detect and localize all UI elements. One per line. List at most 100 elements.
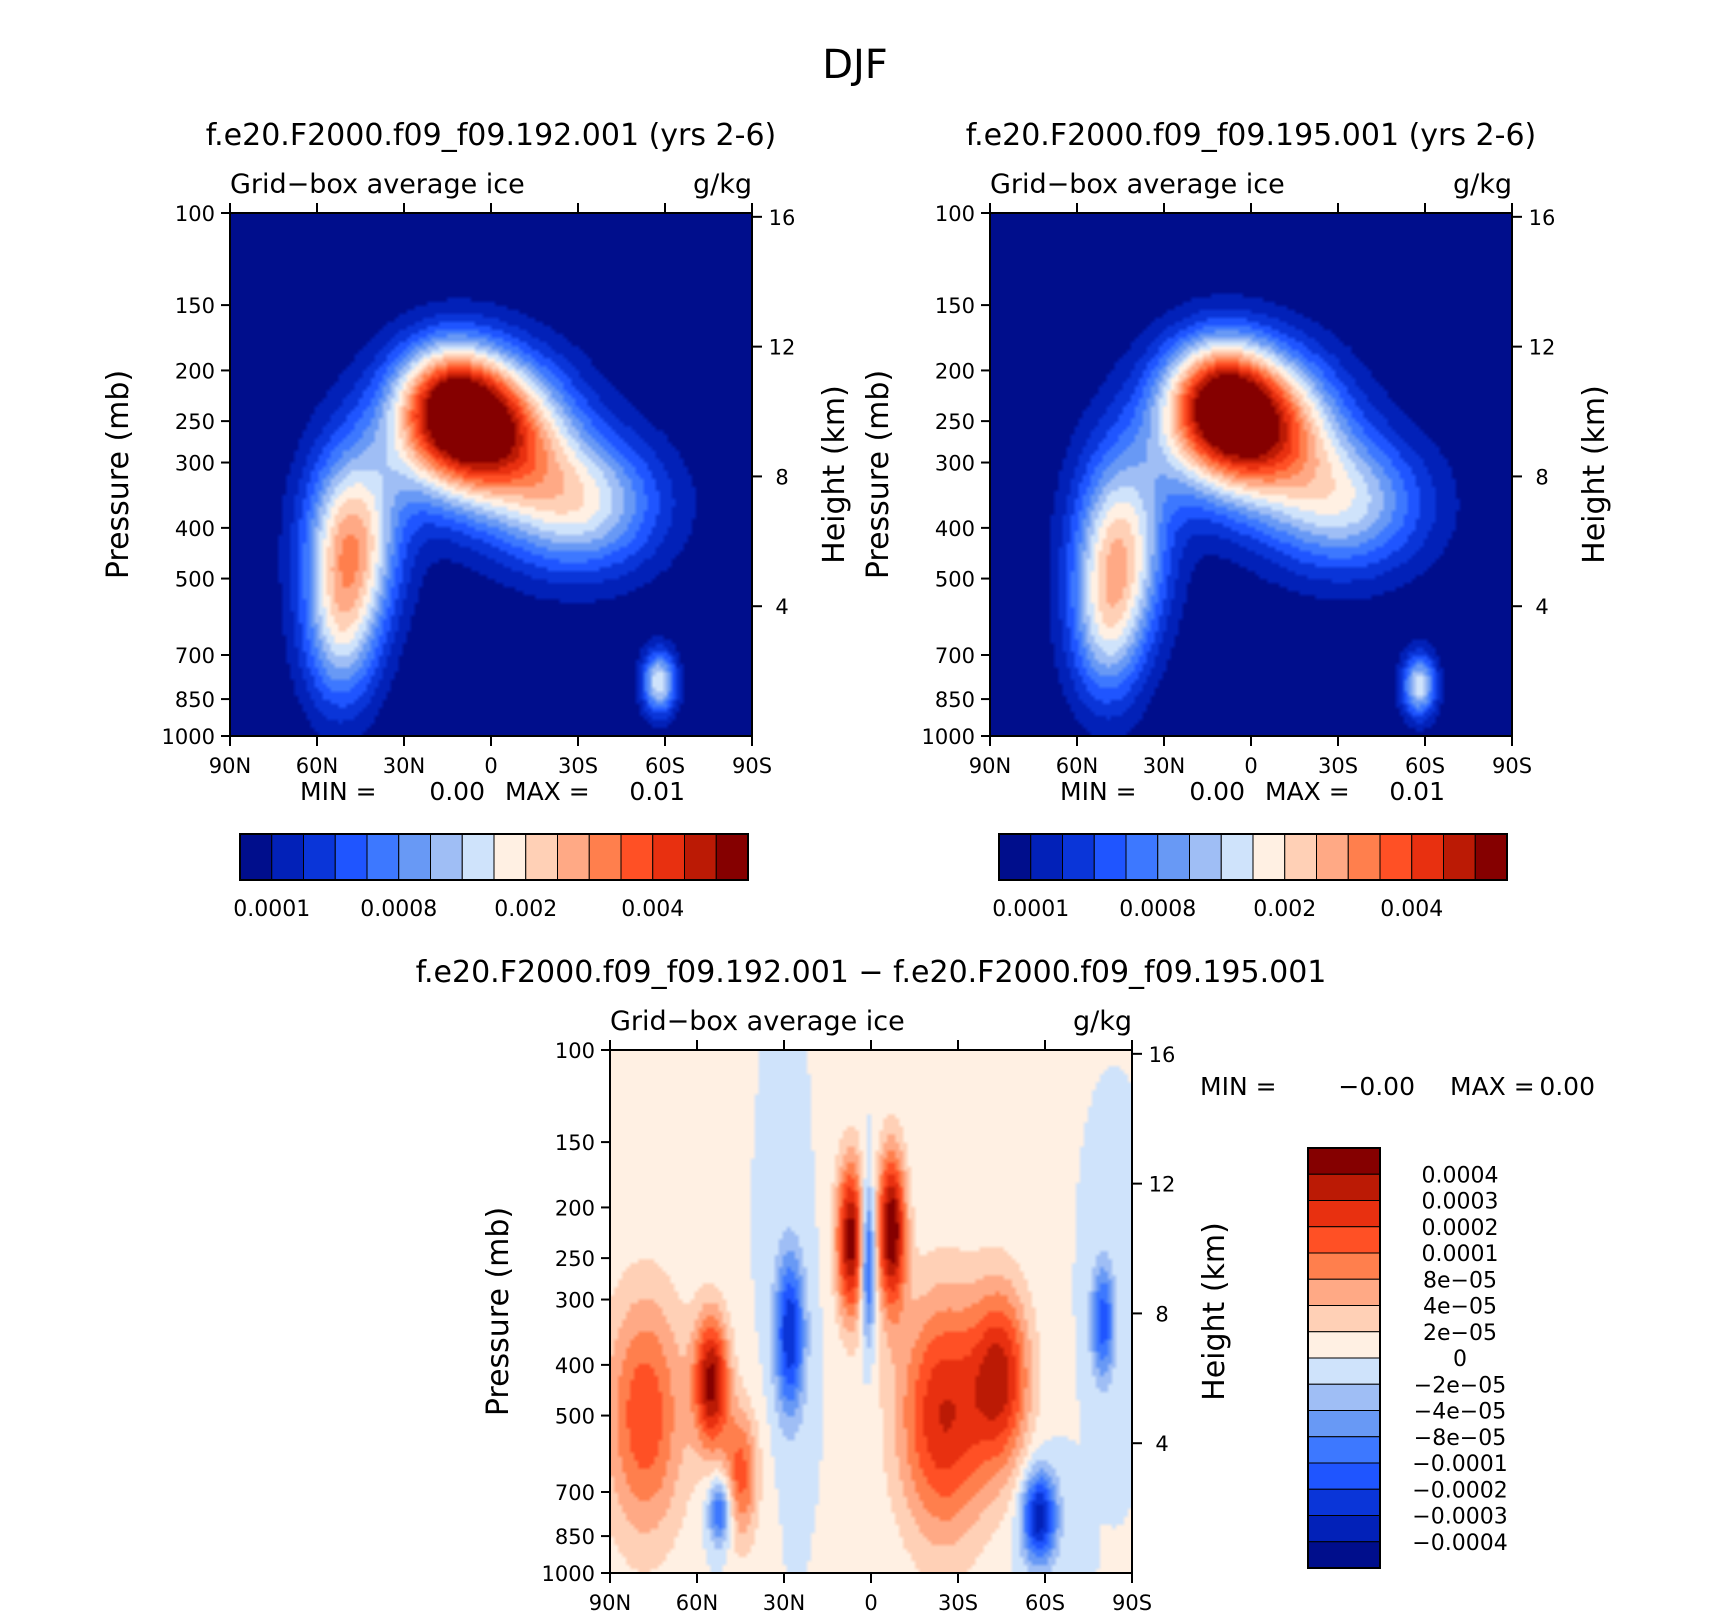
- min-label: MIN =: [1200, 1072, 1277, 1101]
- y-tick-label: 100: [555, 1039, 595, 1063]
- colorbar-swatch: [525, 833, 558, 881]
- colorbar-swatch: [1189, 833, 1222, 881]
- colorbar-frame: [1307, 1147, 1381, 1569]
- min-value: 0.00: [429, 777, 485, 806]
- colorbar-label: 0.002: [494, 897, 557, 922]
- x-tick-label: 0: [864, 1591, 877, 1615]
- colorbar-swatch: [1307, 1357, 1381, 1385]
- colorbar-swatch: [1411, 833, 1444, 881]
- y-tick-label: 1000: [542, 1562, 595, 1586]
- colorbar-swatch: [1307, 1226, 1381, 1254]
- colorbar-label: 0.0008: [360, 897, 437, 922]
- colorbar-label: −0.0003: [1412, 1505, 1507, 1530]
- y-tick-label: 500: [555, 1405, 595, 1429]
- colorbar-swatch: [1252, 833, 1286, 881]
- colorbar-swatch: [303, 833, 336, 881]
- panel-title: f.e20.F2000.f09_f09.192.001 − f.e20.F200…: [416, 955, 1327, 990]
- y-tick-label: 850: [935, 688, 975, 712]
- height-tick-label: 16: [1149, 1043, 1176, 1067]
- panel-p1: f.e20.F2000.f09_f09.192.001 (yrs 2-6) Gri…: [101, 118, 852, 922]
- variable-label: Grid−box average ice: [610, 1006, 905, 1037]
- y-tick-label: 700: [175, 644, 215, 668]
- max-value: 0.01: [629, 777, 685, 806]
- x-tick-label: 30S: [558, 754, 598, 778]
- y-tick-label: 150: [935, 294, 975, 318]
- max-label: MAX =: [1265, 777, 1350, 806]
- y-axis-label: Pressure (mb): [861, 370, 896, 579]
- y-tick-label: 1000: [922, 725, 975, 749]
- y-tick-label: 250: [175, 410, 215, 434]
- min-label: MIN =: [1060, 777, 1137, 806]
- colorbar-label: 2e−05: [1423, 1321, 1497, 1346]
- colorbar-label: −0.0004: [1412, 1531, 1507, 1556]
- x-tick-label: 90S: [1492, 754, 1532, 778]
- x-tick-label: 30N: [1143, 754, 1185, 778]
- x-tick-label: 90N: [209, 754, 251, 778]
- colorbar-swatch: [1316, 833, 1349, 881]
- colorbar-swatch: [684, 833, 717, 881]
- y-tick-label: 300: [555, 1289, 595, 1313]
- variable-label: Grid−box average ice: [230, 169, 525, 200]
- colorbar-swatch: [1093, 833, 1127, 881]
- y-tick-label: 200: [935, 359, 975, 383]
- y-tick-label: 250: [555, 1247, 595, 1271]
- colorbar-swatch: [1307, 1436, 1381, 1464]
- colorbar-swatch: [1443, 833, 1476, 881]
- height-tick-label: 8: [775, 465, 788, 489]
- y-tick-label: 100: [935, 202, 975, 226]
- colorbar-swatch: [998, 833, 1032, 881]
- colorbar-label: −4e−05: [1414, 1400, 1506, 1425]
- x-tick-label: 90N: [969, 754, 1011, 778]
- y-axis-label-right: Height (km): [1577, 385, 1612, 564]
- y-tick-label: 200: [175, 359, 215, 383]
- colorbar-swatch: [1307, 1305, 1381, 1333]
- min-label: MIN =: [300, 777, 377, 806]
- colorbar-label: 0.0001: [1422, 1242, 1499, 1267]
- colorbar-swatch: [271, 833, 304, 881]
- colorbar-swatch: [1307, 1488, 1381, 1516]
- colorbar-swatch: [1284, 833, 1317, 881]
- colorbar-swatch: [1307, 1331, 1381, 1359]
- colorbar-swatch: [715, 833, 749, 881]
- colorbar: 0.00040.00030.00020.00018e−054e−052e−050…: [1307, 1147, 1508, 1569]
- colorbar-label: 0.0001: [992, 897, 1069, 922]
- y-tick-label: 150: [555, 1131, 595, 1155]
- x-tick-label: 90N: [589, 1591, 631, 1615]
- units-label: g/kg: [693, 169, 752, 200]
- x-tick-label: 0: [484, 754, 497, 778]
- colorbar-label: 0.0004: [1422, 1163, 1499, 1188]
- height-tick-label: 8: [1535, 465, 1548, 489]
- colorbar-swatch: [620, 833, 654, 881]
- x-tick-label: 30N: [763, 1591, 805, 1615]
- y-tick-label: 200: [555, 1196, 595, 1220]
- x-tick-label: 60S: [645, 754, 685, 778]
- min-value: −0.00: [1338, 1072, 1415, 1101]
- x-tick-label: 60N: [676, 1591, 718, 1615]
- colorbar-label: 0.0008: [1119, 897, 1196, 922]
- colorbar-swatch: [1030, 833, 1063, 881]
- y-tick-label: 300: [935, 452, 975, 476]
- x-tick-label: 30S: [938, 1591, 978, 1615]
- min-value: 0.00: [1189, 777, 1245, 806]
- colorbar-swatch: [1307, 1515, 1381, 1543]
- colorbar-swatch: [588, 833, 622, 881]
- height-tick-label: 16: [1529, 206, 1556, 230]
- figure-title: DJF: [822, 42, 888, 88]
- colorbar-swatch: [1307, 1252, 1381, 1280]
- height-tick-label: 8: [1155, 1302, 1168, 1326]
- panel-p2: f.e20.F2000.f09_f09.195.001 (yrs 2-6) Gri…: [861, 118, 1612, 922]
- colorbar-label: −0.0001: [1412, 1452, 1507, 1477]
- x-tick-label: 60S: [1025, 1591, 1065, 1615]
- max-label: MAX =: [1450, 1072, 1535, 1101]
- colorbar-swatch: [1062, 833, 1095, 881]
- colorbar-swatch: [1307, 1541, 1381, 1569]
- y-axis-label-right: Height (km): [1197, 1222, 1232, 1401]
- colorbar-swatch: [461, 833, 495, 881]
- panel-title: f.e20.F2000.f09_f09.192.001 (yrs 2-6): [206, 118, 776, 153]
- colorbar-swatch: [1347, 833, 1381, 881]
- y-tick-label: 400: [175, 517, 215, 541]
- y-axis-label-right: Height (km): [817, 385, 852, 564]
- colorbar-swatch: [1307, 1173, 1381, 1201]
- colorbar-swatch: [398, 833, 431, 881]
- colorbar-frame: [998, 833, 1508, 881]
